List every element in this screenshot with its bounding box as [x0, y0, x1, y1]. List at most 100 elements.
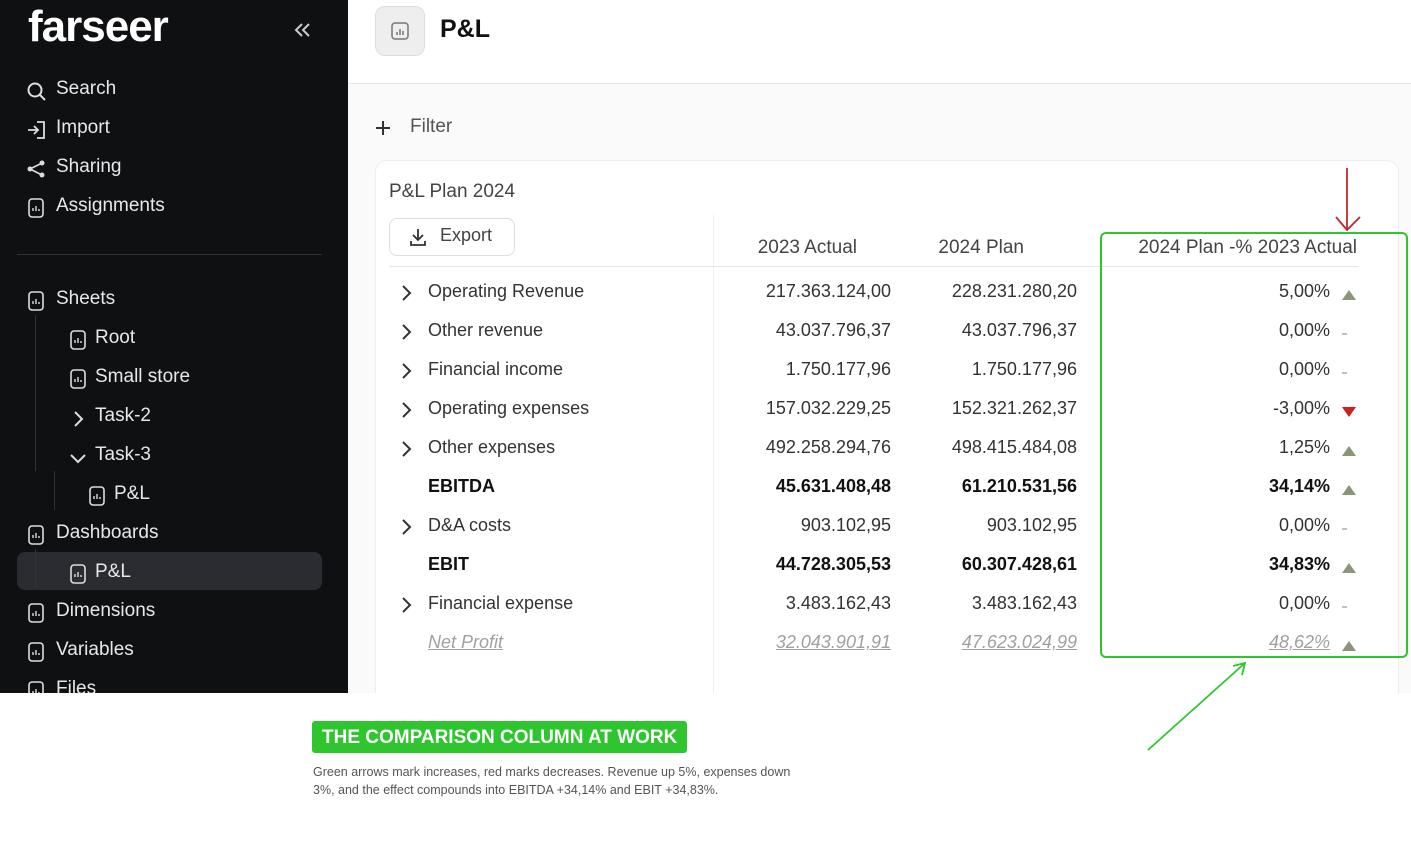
tree-toggle: [74, 411, 84, 427]
tree-item[interactable]: P&L: [95, 561, 131, 582]
annotation-tag: THE COMPARISON COLUMN AT WORK: [312, 721, 688, 753]
cell-actual: 217.363.124,00: [765, 281, 891, 301]
tree-icon: [89, 486, 105, 506]
row-toggle: [402, 363, 412, 379]
collapse-icon[interactable]: [292, 20, 312, 40]
cell-actual: 903.102,95: [800, 515, 891, 535]
tree-item[interactable]: Dashboards: [56, 522, 159, 543]
row-label[interactable]: Financial expense: [428, 593, 574, 613]
cell-actual: 1.750.177,96: [785, 359, 891, 379]
row-toggle: [402, 441, 412, 457]
row-toggle: [402, 402, 412, 418]
tree-icon: [70, 564, 86, 584]
cell-plan: 3.483.162,43: [971, 593, 1077, 613]
header-bar: [348, 0, 1411, 84]
tree-guide: [35, 549, 36, 588]
tree-item[interactable]: Files: [56, 678, 97, 693]
tree-toggle: [70, 454, 86, 464]
cell-change: 0,00%: [1278, 359, 1330, 379]
row-toggle: [402, 285, 412, 301]
cell-actual: 45.631.408,48: [775, 476, 891, 496]
tree-icon: [70, 330, 86, 350]
trend-none: [1342, 372, 1347, 374]
trend-up: [1342, 485, 1356, 495]
sidebar: farseer Search Import Sharing Assignments She…: [0, 0, 348, 693]
tree-icon: [28, 603, 44, 623]
tree-item[interactable]: Small store: [95, 366, 191, 387]
row-label: EBITDA: [428, 476, 495, 496]
logo: farseer: [28, 2, 169, 51]
tree-icon: [28, 642, 44, 662]
export-label[interactable]: Export: [440, 225, 493, 245]
cell-change: 34,14%: [1268, 476, 1330, 496]
tree-item[interactable]: Task-3: [95, 444, 151, 465]
cell-plan: 903.102,95: [986, 515, 1077, 535]
cell-change: 48,62%: [1268, 632, 1330, 652]
trend-up: [1342, 563, 1356, 573]
cell-change: 0,00%: [1278, 593, 1330, 613]
row-label[interactable]: Financial income: [428, 359, 564, 379]
cell-actual: 32.043.901,91: [775, 632, 891, 652]
tree-guide: [35, 432, 36, 471]
nav-icon: [27, 160, 45, 178]
selected-row: [17, 552, 322, 590]
nav-icon: [27, 82, 46, 101]
tree-icon: [70, 369, 86, 389]
row-label[interactable]: Operating expenses: [428, 398, 590, 418]
trend-none: [1342, 333, 1347, 335]
row-label[interactable]: Other expenses: [428, 437, 556, 457]
trend-none: [1342, 606, 1347, 608]
column-header: 2024 Plan -% 2023 Actual: [1138, 237, 1357, 258]
page-title: P&L: [440, 15, 490, 43]
cell-change: 0,00%: [1278, 515, 1330, 535]
header-rule: [389, 266, 1359, 267]
tree-icon: [28, 291, 44, 311]
trend-up: [1342, 290, 1356, 300]
cell-plan: 228.231.280,20: [951, 281, 1077, 301]
cell-actual: 3.483.162,43: [785, 593, 891, 613]
export-button[interactable]: [389, 218, 515, 256]
trend-none: [1342, 528, 1347, 530]
tree-guide: [54, 471, 55, 510]
cell-plan: 61.210.531,56: [961, 476, 1077, 496]
nav-item[interactable]: Assignments: [56, 195, 165, 216]
column-header: 2024 Plan: [938, 237, 1024, 258]
trend-up: [1342, 446, 1356, 456]
column-header: 2023 Actual: [757, 237, 857, 258]
cell-plan: 1.750.177,96: [971, 359, 1077, 379]
table-title: P&L Plan 2024: [389, 181, 516, 202]
cell-change: 0,00%: [1278, 320, 1330, 340]
filter-plus[interactable]: [374, 119, 392, 137]
tree-guide: [35, 354, 36, 393]
filter-label[interactable]: Filter: [410, 116, 453, 137]
main-panel: P&L Filter P&L Plan 2024 Export 2023 Actual 2…: [348, 0, 1411, 693]
annotation-caption: Green arrows mark increases, red marks d…: [313, 765, 791, 797]
cell-plan: 152.321.262,37: [951, 398, 1077, 418]
page-icon: [375, 6, 425, 56]
tree-item[interactable]: Variables: [56, 639, 134, 660]
cell-change: -3,00%: [1272, 398, 1330, 418]
tree-item[interactable]: Root: [95, 327, 136, 348]
row-label[interactable]: D&A costs: [428, 515, 512, 535]
cell-change: 34,83%: [1268, 554, 1330, 574]
tree-item[interactable]: P&L: [114, 483, 150, 504]
cell-change: 1,25%: [1278, 437, 1330, 457]
tree-icon: [28, 681, 44, 693]
column-divider: [713, 215, 714, 693]
nav-icon: [28, 198, 44, 218]
tree-item[interactable]: Sheets: [56, 288, 116, 309]
row-label[interactable]: Operating Revenue: [428, 281, 585, 301]
tree-item[interactable]: Dimensions: [56, 600, 156, 621]
trend-down: [1342, 407, 1356, 417]
tree-item[interactable]: Task-2: [95, 405, 151, 426]
divider: [17, 254, 322, 255]
nav-item[interactable]: Sharing: [56, 156, 122, 177]
cell-actual: 44.728.305,53: [775, 554, 891, 574]
nav-item[interactable]: Import: [56, 117, 110, 138]
cell-change: 5,00%: [1278, 281, 1330, 301]
nav-icon: [28, 121, 45, 139]
nav-item[interactable]: Search: [56, 78, 117, 99]
cell-plan: 47.623.024,99: [961, 632, 1077, 652]
row-label[interactable]: Other revenue: [428, 320, 544, 340]
